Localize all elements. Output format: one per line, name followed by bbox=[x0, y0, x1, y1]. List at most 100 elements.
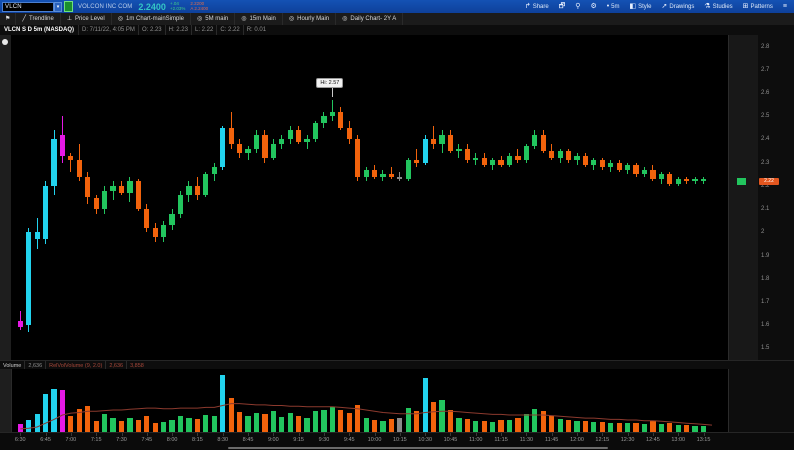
volume-bar[interactable] bbox=[430, 402, 437, 432]
candle-body[interactable] bbox=[371, 169, 378, 177]
volume-bar[interactable] bbox=[26, 419, 32, 432]
menu-icon-button[interactable]: ≡ bbox=[778, 0, 792, 13]
candle-body[interactable] bbox=[675, 178, 681, 184]
candle-body[interactable] bbox=[625, 165, 631, 170]
candle-body[interactable] bbox=[152, 227, 158, 237]
candle-body[interactable] bbox=[532, 134, 538, 147]
candle-body[interactable] bbox=[220, 127, 226, 168]
volume-bar[interactable] bbox=[515, 418, 521, 432]
candle-body[interactable] bbox=[329, 111, 335, 117]
volume-bar[interactable] bbox=[700, 426, 707, 432]
volume-bar[interactable] bbox=[641, 423, 648, 432]
candle-body[interactable] bbox=[338, 111, 344, 128]
volume-bar[interactable] bbox=[169, 419, 175, 432]
volume-bar[interactable] bbox=[312, 411, 319, 432]
chevron-down-icon[interactable]: ▾ bbox=[54, 1, 62, 12]
candle-body[interactable] bbox=[59, 134, 66, 156]
volume-bar[interactable] bbox=[118, 421, 125, 432]
volume-bar[interactable] bbox=[304, 418, 310, 432]
candle-body[interactable] bbox=[549, 151, 555, 159]
volume-bar[interactable] bbox=[85, 405, 91, 432]
candle-body[interactable] bbox=[127, 181, 133, 193]
volume-bar[interactable] bbox=[557, 418, 563, 432]
volume-bar[interactable] bbox=[506, 419, 513, 432]
gear-icon-button[interactable]: ⚙ bbox=[585, 0, 601, 13]
volume-bar[interactable] bbox=[574, 420, 580, 432]
candle-body[interactable] bbox=[447, 134, 454, 152]
candle-body[interactable] bbox=[490, 160, 496, 165]
volume-bar[interactable] bbox=[287, 412, 293, 432]
candle-body[interactable] bbox=[279, 139, 285, 145]
volume-bar[interactable] bbox=[380, 420, 386, 432]
volume-bar[interactable] bbox=[591, 421, 597, 432]
style-button[interactable]: ◧ Style bbox=[625, 0, 657, 13]
volume-bar[interactable] bbox=[616, 423, 622, 432]
volume-bar[interactable] bbox=[270, 410, 276, 432]
volume-bar[interactable] bbox=[220, 374, 226, 432]
pin-icon[interactable]: ⚑ bbox=[0, 13, 17, 25]
candle-body[interactable] bbox=[161, 225, 167, 237]
candle-body[interactable] bbox=[110, 185, 116, 191]
volume-bar[interactable] bbox=[523, 413, 529, 432]
volume-bar[interactable] bbox=[76, 408, 82, 432]
volume-bar[interactable] bbox=[161, 421, 167, 432]
volume-bar[interactable] bbox=[253, 413, 260, 432]
candle-body[interactable] bbox=[346, 127, 352, 140]
candle-body[interactable] bbox=[456, 148, 462, 152]
candle-body[interactable] bbox=[363, 169, 369, 177]
price-axis[interactable]: 2.8 2.7 2.6 2.5 2.4 2.3 2.2 2.1 2 1.9 1.8 1.7 1.6 1.5… bbox=[758, 35, 794, 360]
volume-bar[interactable] bbox=[371, 419, 378, 432]
candle-body[interactable] bbox=[405, 160, 411, 179]
share-button[interactable]: ↱ Share bbox=[520, 0, 554, 13]
candle-body[interactable] bbox=[658, 174, 664, 179]
volume-bar[interactable] bbox=[177, 416, 184, 432]
candle-body[interactable] bbox=[684, 178, 690, 182]
candle-body[interactable] bbox=[540, 134, 546, 152]
volume-bar[interactable] bbox=[608, 422, 614, 432]
volume-bar[interactable] bbox=[498, 420, 504, 432]
volume-bar[interactable] bbox=[388, 418, 395, 432]
candle-body[interactable] bbox=[523, 146, 529, 161]
tool-daily-chart-2y-a[interactable]: ◎ Daily Chart- 2Y A bbox=[336, 13, 404, 25]
candle-body[interactable] bbox=[34, 232, 40, 240]
volume-bar[interactable] bbox=[102, 413, 108, 432]
volume-bar[interactable] bbox=[186, 417, 192, 432]
candle-body[interactable] bbox=[616, 162, 622, 170]
candle-body[interactable] bbox=[515, 155, 521, 161]
candle-body[interactable] bbox=[177, 195, 184, 214]
volume-bar[interactable] bbox=[447, 410, 454, 432]
candle-body[interactable] bbox=[270, 144, 276, 159]
tool-price-level[interactable]: ⊥ Price Level bbox=[61, 13, 112, 25]
candlestick-plot[interactable] bbox=[11, 35, 728, 360]
candle-body[interactable] bbox=[641, 169, 648, 175]
studies-button[interactable]: ⚗ Studies bbox=[699, 0, 737, 13]
candle-body[interactable] bbox=[51, 139, 57, 186]
candle-body[interactable] bbox=[422, 139, 428, 163]
candle-body[interactable] bbox=[574, 155, 580, 161]
volume-bar[interactable] bbox=[51, 388, 57, 432]
tool-1m-chart-mainsimple[interactable]: ◎ 1m Chart-mainSimple bbox=[112, 13, 192, 25]
candle-body[interactable] bbox=[355, 139, 361, 177]
volume-bar[interactable] bbox=[329, 407, 335, 432]
candle-body[interactable] bbox=[135, 181, 141, 210]
volume-bar[interactable] bbox=[439, 399, 445, 432]
volume-bar[interactable] bbox=[296, 415, 302, 432]
candle-body[interactable] bbox=[430, 139, 437, 145]
candle-body[interactable] bbox=[388, 174, 395, 177]
tool-5m-main[interactable]: ◎ 5M main bbox=[191, 13, 236, 25]
candle-body[interactable] bbox=[76, 160, 82, 177]
volume-bar[interactable] bbox=[144, 415, 150, 432]
volume-bar[interactable] bbox=[338, 410, 344, 432]
candle-body[interactable] bbox=[650, 169, 656, 179]
candle-body[interactable] bbox=[42, 185, 49, 240]
volume-bar[interactable] bbox=[346, 413, 352, 432]
volume-bar[interactable] bbox=[127, 417, 133, 432]
patterns-button[interactable]: ⊞ Patterns bbox=[738, 0, 778, 13]
volume-bar[interactable] bbox=[540, 410, 546, 432]
candle-body[interactable] bbox=[692, 178, 698, 182]
candle-body[interactable] bbox=[85, 176, 91, 198]
candle-body[interactable] bbox=[228, 127, 234, 145]
volume-bar[interactable] bbox=[135, 419, 141, 432]
volume-bar[interactable] bbox=[625, 423, 631, 432]
price-pane[interactable]: 2.8 2.7 2.6 2.5 2.4 2.3 2.2 2.1 2 1.9 1.8 1.7 1.6 1.5… bbox=[0, 35, 794, 360]
